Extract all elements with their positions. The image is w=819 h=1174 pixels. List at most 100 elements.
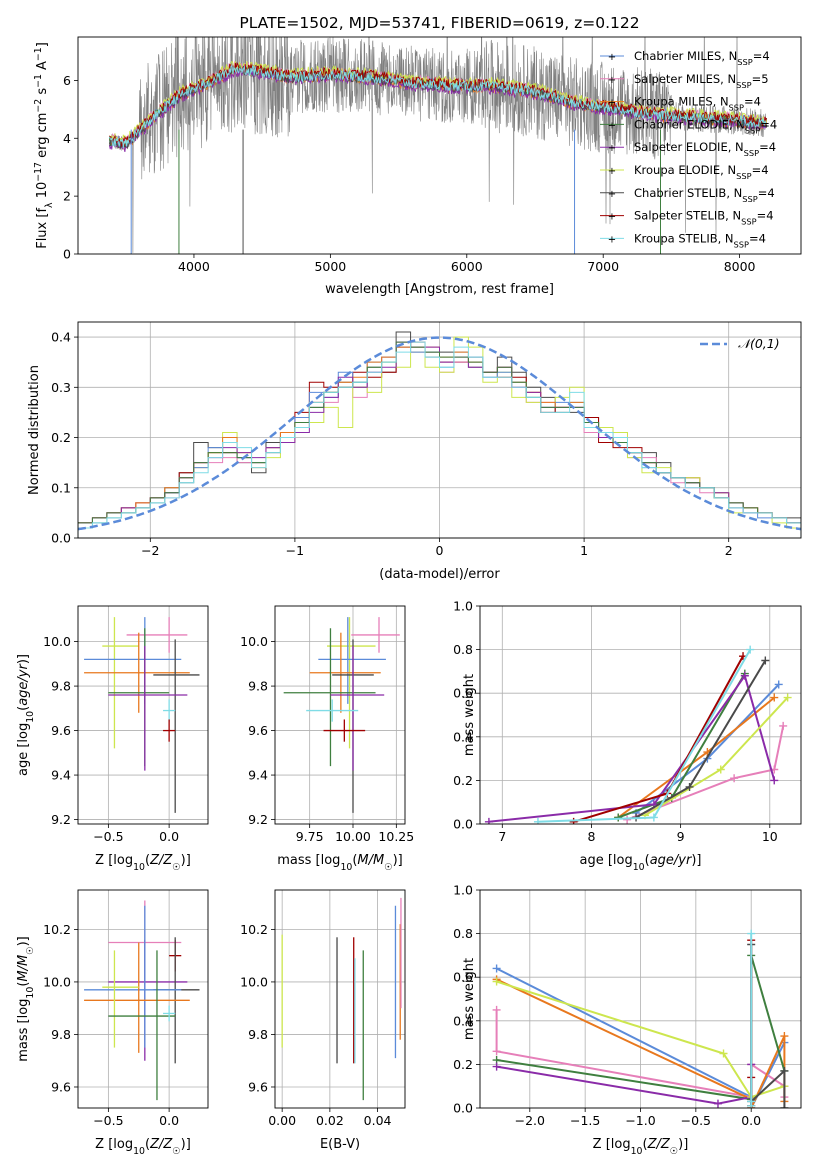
plot-frame xyxy=(479,889,802,1109)
mass-weight-plot-area xyxy=(492,929,789,1108)
y-tick-label: 9.4 xyxy=(248,768,268,783)
spectrum-plot-area xyxy=(108,37,768,254)
errorbar-point xyxy=(108,950,176,1101)
mass-weight-vs-age-panel: 7 8 9 10 0.0 0.2 0.4 0.6 0.8 1.0 age [log10(age/yr… xyxy=(453,599,802,873)
mass-weight-marker xyxy=(614,813,623,822)
x-tick-label: 5000 xyxy=(314,259,346,274)
mass-weight-marker xyxy=(779,721,788,730)
mass-weight-marker xyxy=(685,782,694,791)
x-axis-label: Z [log10(Z/Z☉)] xyxy=(95,853,191,873)
errorbar-point xyxy=(102,950,139,1048)
errorbar-point xyxy=(327,617,376,749)
errorbar-point xyxy=(163,1005,176,1022)
y-tick-label: 0 xyxy=(63,247,71,262)
plot-frame xyxy=(77,605,209,825)
x-tick-label: 0.0 xyxy=(741,1113,761,1128)
x-axis-label: Z [log10(Z/Z☉)] xyxy=(593,1137,689,1157)
grid xyxy=(275,890,405,1108)
mass-weight-marker xyxy=(770,693,779,702)
y-tick-label: 10.0 xyxy=(240,974,268,989)
histogram-step-line xyxy=(78,341,801,538)
mass-weight-plot-area xyxy=(484,645,792,824)
errorbar-point xyxy=(84,632,190,713)
x-axis-label: E(B-V) xyxy=(320,1137,360,1152)
x-tick-label: 9.75 xyxy=(296,829,324,844)
x-axis-label: (data-model)/error xyxy=(379,567,500,582)
grid xyxy=(275,606,405,824)
legend-label: Kroupa MILES, NSSP=4 xyxy=(634,95,761,113)
grid xyxy=(78,890,208,1108)
y-tick-label: 10.0 xyxy=(240,634,268,649)
mass-weight-marker xyxy=(719,1049,728,1058)
x-tick-label: 0.00 xyxy=(268,1113,296,1128)
chart-title: PLATE=1502, MJD=53741, FIBERID=0619, z=0… xyxy=(239,14,639,32)
mass-weight-line xyxy=(537,649,752,823)
model-spectrum-line xyxy=(108,64,767,149)
mass-vs-metallicity-panel: −0.5 0.0 9.6 9.8 10.0 10.2 Z [log10(Z/Z☉)] mass… xyxy=(16,889,209,1157)
x-tick-label: 2 xyxy=(725,543,733,558)
errorbar-point xyxy=(330,646,385,771)
y-tick-label: 0.1 xyxy=(51,480,71,495)
mass-weight-marker xyxy=(747,1101,756,1108)
y-tick-label: 0.4 xyxy=(453,1013,473,1028)
x-tick-label: −2 xyxy=(141,543,159,558)
y-tick-label: 0.2 xyxy=(453,1057,473,1072)
x-tick-label: −0.5 xyxy=(681,1113,711,1128)
mass-weight-marker xyxy=(761,656,770,665)
legend-label: Salpeter STELIB, NSSP=4 xyxy=(634,209,774,227)
legend-label: Salpeter ELODIE, NSSP=4 xyxy=(634,140,776,158)
x-tick-label: 10 xyxy=(762,829,778,844)
y-tick-label: 0.6 xyxy=(453,970,473,985)
y-tick-label: 9.8 xyxy=(51,1027,71,1042)
y-axis-label: age [log10(age/yr)] xyxy=(16,654,36,776)
errorbar-plot-area xyxy=(281,897,402,1101)
y-tick-label: 9.6 xyxy=(248,723,268,738)
age-vs-metallicity-panel: −0.5 0.0 9.2 9.4 9.6 9.8 10.0 Z [log10(Z/Z☉)] ag… xyxy=(16,605,209,873)
plot-frame xyxy=(479,605,802,825)
y-tick-label: 1.0 xyxy=(453,883,473,898)
errorbar-point xyxy=(351,617,400,653)
legend-label: Chabrier STELIB, NSSP=4 xyxy=(634,186,775,204)
y-tick-label: 4 xyxy=(63,131,71,146)
mass-vs-ebv-panel: 0.00 0.02 0.04 9.6 9.8 10.0 10.2 E(B-V) xyxy=(240,889,406,1152)
y-axis-label: mass weight xyxy=(462,958,477,1040)
mass-weight-marker xyxy=(649,813,658,822)
x-tick-label: −1.0 xyxy=(625,1113,655,1128)
legend-label: Kroupa STELIB, NSSP=4 xyxy=(634,231,766,249)
mass-weight-line xyxy=(496,978,786,1108)
mass-weight-marker xyxy=(716,765,725,774)
errorbar-point xyxy=(163,719,176,742)
y-tick-label: 0.4 xyxy=(453,729,473,744)
legend-marker: + xyxy=(608,189,616,200)
y-tick-label: 0.0 xyxy=(51,531,71,546)
y-tick-label: 9.2 xyxy=(248,812,268,827)
x-tick-label: 1 xyxy=(580,543,588,558)
plot-frame xyxy=(274,605,406,825)
mass-weight-marker xyxy=(492,1047,501,1056)
errorbar-plot-area xyxy=(84,617,200,813)
y-tick-label: 10.0 xyxy=(43,634,71,649)
mass-weight-marker xyxy=(492,964,501,973)
legend-marker: + xyxy=(608,98,616,109)
grid xyxy=(480,889,801,1109)
mass-weight-vs-metallicity-panel: −2.0 −1.5 −1.0 −0.5 0.0 0.0 0.2 0.4 0.6 0.8 1.0 Z [… xyxy=(453,883,802,1157)
y-axis-label: Normed distribution xyxy=(27,365,42,495)
x-axis-label: Z [log10(Z/Z☉)] xyxy=(95,1137,191,1157)
y-tick-label: 0.3 xyxy=(51,380,71,395)
legend: 𝒩(0,1) xyxy=(700,336,780,351)
errorbar-point xyxy=(283,628,376,767)
age-vs-mass-panel: 9.75 10.00 10.25 9.2 9.4 9.6 9.8 10.0 mass [log1… xyxy=(240,605,414,873)
legend-label: 𝒩(0,1) xyxy=(738,336,780,351)
mass-weight-marker xyxy=(780,1066,789,1075)
mass-weight-marker xyxy=(713,1099,722,1108)
x-tick-label: 8 xyxy=(587,829,595,844)
x-tick-label: 0 xyxy=(436,543,444,558)
mass-weight-marker xyxy=(747,929,756,938)
y-tick-label: 0.2 xyxy=(51,430,71,445)
errorbar-point xyxy=(163,699,176,722)
x-tick-label: −1.5 xyxy=(570,1113,600,1128)
errorbar-point xyxy=(126,617,188,653)
x-tick-label: 10.25 xyxy=(378,829,414,844)
mass-weight-marker xyxy=(533,817,542,824)
